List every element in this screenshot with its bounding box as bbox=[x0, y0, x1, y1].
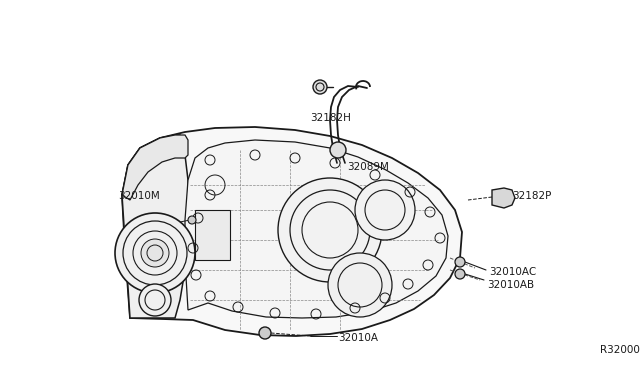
Circle shape bbox=[455, 257, 465, 267]
Text: 32010AC: 32010AC bbox=[489, 267, 536, 277]
Circle shape bbox=[330, 142, 346, 158]
Text: 32089M: 32089M bbox=[347, 162, 389, 172]
Text: R3200017: R3200017 bbox=[600, 345, 640, 355]
Circle shape bbox=[328, 253, 392, 317]
Polygon shape bbox=[492, 188, 515, 208]
Text: 32010AB: 32010AB bbox=[487, 280, 534, 290]
Polygon shape bbox=[122, 135, 188, 318]
Circle shape bbox=[259, 327, 271, 339]
Polygon shape bbox=[185, 140, 448, 318]
Text: 32182H: 32182H bbox=[310, 113, 351, 123]
Polygon shape bbox=[122, 127, 462, 336]
Circle shape bbox=[278, 178, 382, 282]
Circle shape bbox=[313, 80, 327, 94]
Text: 32010A: 32010A bbox=[338, 333, 378, 343]
Text: 32182P: 32182P bbox=[512, 191, 552, 201]
Text: 32010M: 32010M bbox=[118, 191, 160, 201]
Circle shape bbox=[141, 239, 169, 267]
Polygon shape bbox=[195, 210, 230, 260]
Circle shape bbox=[355, 180, 415, 240]
Circle shape bbox=[115, 213, 195, 293]
Circle shape bbox=[455, 269, 465, 279]
Circle shape bbox=[139, 284, 171, 316]
Circle shape bbox=[188, 216, 196, 224]
Polygon shape bbox=[122, 135, 188, 200]
